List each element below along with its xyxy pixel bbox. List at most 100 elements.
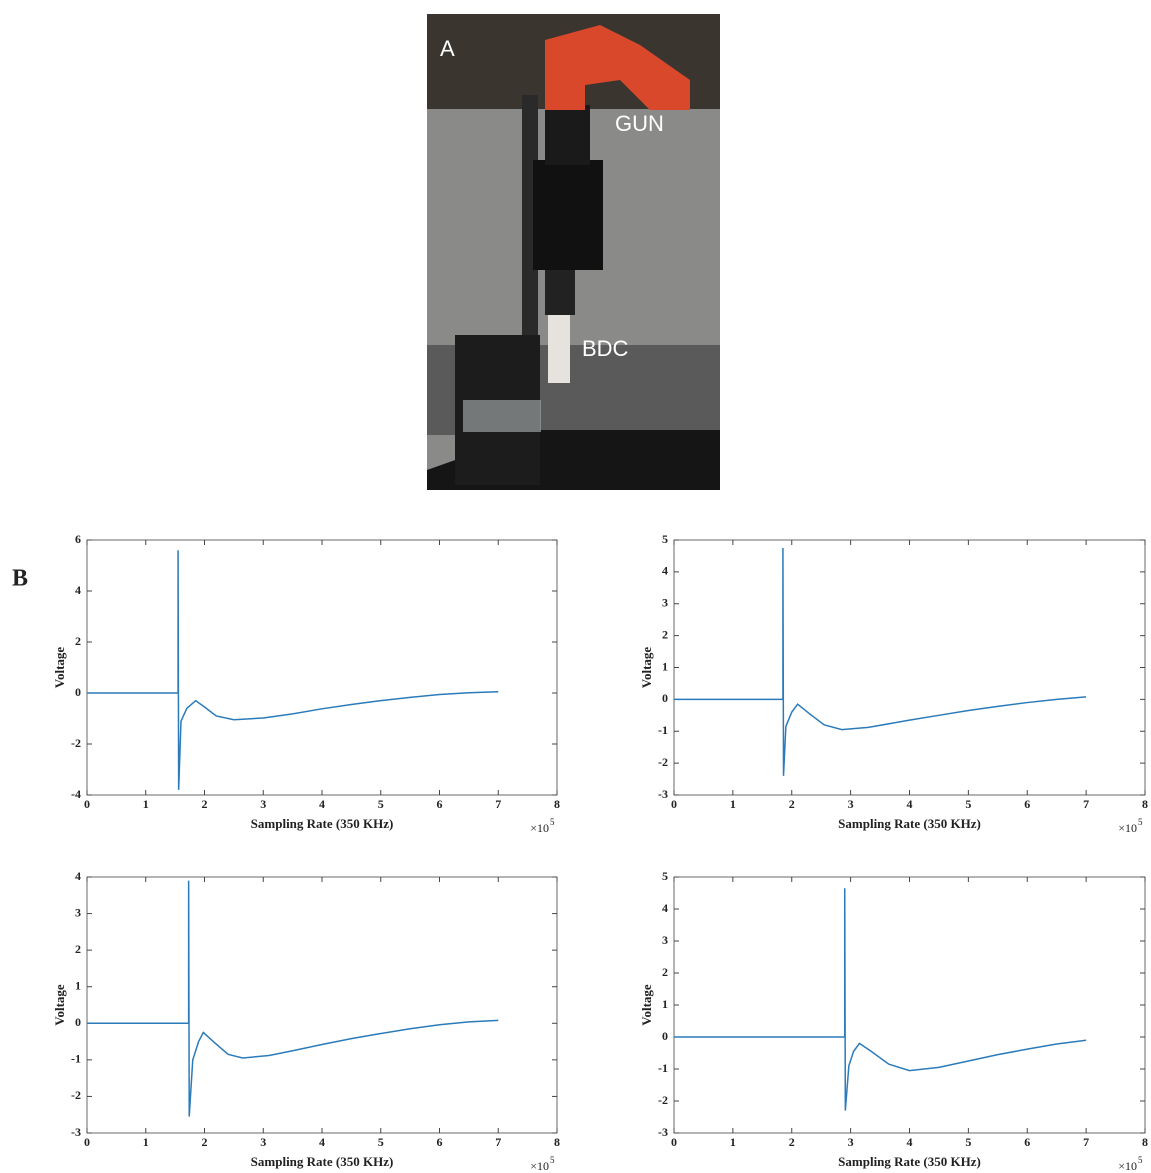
y-tick-label: -2 <box>658 755 668 769</box>
x-tick-label: 4 <box>907 797 913 811</box>
y-tick-label: 1 <box>75 978 81 992</box>
y-tick-label: 2 <box>75 942 81 956</box>
y-tick-label: -1 <box>71 1052 81 1066</box>
y-tick-label: 5 <box>662 869 668 883</box>
x-tick-label: 4 <box>319 797 325 811</box>
x-tick-label: 5 <box>378 1135 384 1149</box>
x-tick-label: 2 <box>202 1135 208 1149</box>
y-tick-label: 4 <box>75 869 81 883</box>
x-axis-label: Sampling Rate (350 KHz) <box>251 816 394 831</box>
y-tick-label: 0 <box>662 691 668 705</box>
x-tick-label: 6 <box>437 797 443 811</box>
photo-gun <box>545 25 690 110</box>
x-tick-label: 0 <box>84 797 90 811</box>
panel-label: A <box>440 36 455 61</box>
plot-frame <box>86 876 558 1134</box>
x-tick-label: 3 <box>848 797 854 811</box>
y-tick-label: 0 <box>662 1029 668 1043</box>
x-multiplier-exponent: 5 <box>550 1155 555 1165</box>
plot-frame <box>673 876 1146 1134</box>
y-axis-label: Voltage <box>52 647 67 689</box>
x-tick-label: 8 <box>1142 797 1148 811</box>
x-tick-label: 1 <box>730 797 736 811</box>
x-tick-label: 0 <box>671 797 677 811</box>
data-line <box>87 880 499 1117</box>
y-axis-label: Voltage <box>639 984 654 1026</box>
plot-frame <box>86 539 558 796</box>
y-tick-label: 1 <box>662 659 668 673</box>
y-tick-label: 1 <box>662 997 668 1011</box>
y-axis-label: Voltage <box>52 984 67 1026</box>
x-multiplier-exponent: 5 <box>1138 1155 1143 1165</box>
photo: A GUN BDC <box>427 14 720 490</box>
chart: 0 1 2 3 4 5 6 7 8 -3 -2 -1 0 1 2 3 4 5 Sampling Rate (350 … <box>639 532 1148 835</box>
x-tick-label: 3 <box>260 1135 266 1149</box>
photo-clamp <box>533 160 603 270</box>
y-tick-label: -3 <box>658 1125 668 1139</box>
x-tick-label: 1 <box>730 1135 736 1149</box>
y-tick-label: 4 <box>662 901 668 915</box>
x-tick-label: 7 <box>495 797 501 811</box>
x-tick-label: 7 <box>1083 797 1089 811</box>
x-multiplier-exponent: 5 <box>1138 817 1143 827</box>
y-tick-label: -4 <box>71 787 81 801</box>
photo-label: BDC <box>582 336 629 361</box>
x-axis-label: Sampling Rate (350 KHz) <box>838 1154 981 1169</box>
chart: 0 1 2 3 4 5 6 7 8 -3 -2 -1 0 1 2 3 4 Sampling Rate (350 K… <box>52 869 560 1173</box>
x-tick-label: 1 <box>143 1135 149 1149</box>
x-tick-label: 8 <box>554 1135 560 1149</box>
x-multiplier: ×10 <box>530 1159 549 1173</box>
y-tick-label: 3 <box>662 596 668 610</box>
plot-frame <box>673 539 1146 796</box>
y-tick-label: 0 <box>75 685 81 699</box>
y-tick-label: -2 <box>658 1093 668 1107</box>
x-multiplier: ×10 <box>530 821 549 835</box>
x-tick-label: 0 <box>671 1135 677 1149</box>
y-tick-label: -2 <box>71 736 81 750</box>
y-tick-label: 5 <box>662 532 668 546</box>
y-tick-label: 6 <box>75 532 81 546</box>
x-tick-label: 2 <box>789 1135 795 1149</box>
photo-bdc <box>548 315 570 383</box>
photo-gun-body <box>545 105 590 165</box>
y-tick-label: 2 <box>662 965 668 979</box>
x-multiplier: ×10 <box>1118 1159 1137 1173</box>
photo-label: GUN <box>615 111 664 136</box>
photo-block <box>463 400 541 432</box>
chart: 0 1 2 3 4 5 6 7 8 -3 -2 -1 0 1 2 3 4 5 Sampling Rate (350 … <box>639 869 1148 1173</box>
x-tick-label: 1 <box>143 797 149 811</box>
panel-label: B <box>12 566 28 592</box>
x-tick-label: 6 <box>1024 1135 1030 1149</box>
y-tick-label: -1 <box>658 723 668 737</box>
x-tick-label: 6 <box>437 1135 443 1149</box>
y-tick-label: 4 <box>662 564 668 578</box>
x-tick-label: 7 <box>1083 1135 1089 1149</box>
x-tick-label: 5 <box>965 1135 971 1149</box>
y-tick-label: 4 <box>75 583 81 597</box>
x-tick-label: 5 <box>378 797 384 811</box>
photo-shaft <box>545 270 575 315</box>
x-tick-label: 0 <box>84 1135 90 1149</box>
y-tick-label: -3 <box>658 787 668 801</box>
y-axis-label: Voltage <box>639 647 654 689</box>
x-tick-label: 2 <box>789 797 795 811</box>
x-tick-label: 7 <box>495 1135 501 1149</box>
y-tick-label: 2 <box>662 627 668 641</box>
data-line <box>87 550 499 790</box>
x-tick-label: 5 <box>965 797 971 811</box>
data-line <box>674 547 1087 776</box>
chart: 0 1 2 3 4 5 6 7 8 -4 -2 0 2 4 6 Sampling Rate (350 KHz)… <box>52 532 560 835</box>
x-tick-label: 6 <box>1024 797 1030 811</box>
x-tick-label: 4 <box>319 1135 325 1149</box>
y-tick-label: -3 <box>71 1125 81 1139</box>
x-tick-label: 8 <box>554 797 560 811</box>
x-axis-label: Sampling Rate (350 KHz) <box>251 1154 394 1169</box>
x-axis-label: Sampling Rate (350 KHz) <box>838 816 981 831</box>
x-tick-label: 3 <box>260 797 266 811</box>
y-tick-label: -2 <box>71 1088 81 1102</box>
y-tick-label: -1 <box>658 1061 668 1075</box>
data-line <box>674 888 1087 1111</box>
x-tick-label: 4 <box>907 1135 913 1149</box>
